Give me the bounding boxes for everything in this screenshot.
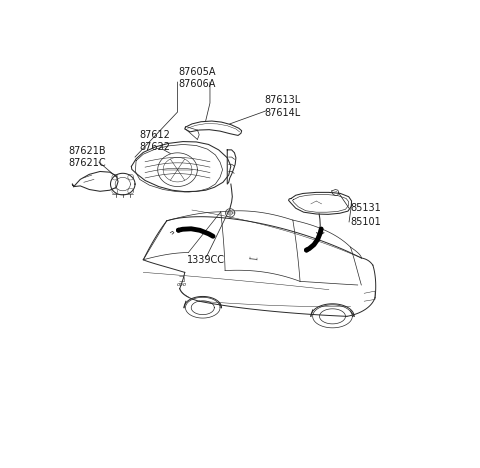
Text: ooo: ooo <box>177 283 187 287</box>
Text: 85131: 85131 <box>350 203 381 213</box>
Text: 85101: 85101 <box>350 217 381 227</box>
Text: 87605A
87606A: 87605A 87606A <box>179 66 216 89</box>
Text: 87612
87622: 87612 87622 <box>140 130 171 152</box>
FancyArrowPatch shape <box>179 229 213 236</box>
Text: 87613L
87614L: 87613L 87614L <box>264 95 300 118</box>
FancyArrowPatch shape <box>306 229 321 250</box>
Text: 87621B
87621C: 87621B 87621C <box>68 146 106 168</box>
Text: 1339CC: 1339CC <box>187 255 226 265</box>
